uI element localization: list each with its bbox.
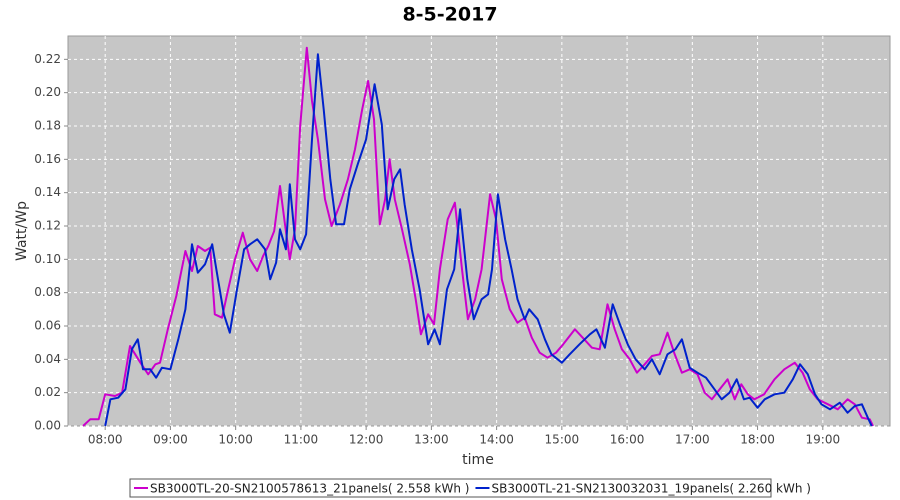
x-tick-label: 08:00: [88, 433, 123, 447]
series-line: [104, 53, 873, 427]
y-tick-label: 0.22: [34, 52, 61, 66]
y-tick-label: 0.14: [34, 185, 61, 199]
y-tick-label: 0.08: [34, 285, 61, 299]
x-tick-label: 18:00: [740, 433, 775, 447]
y-tick-label: 0.12: [34, 219, 61, 233]
x-tick-label: 17:00: [675, 433, 710, 447]
legend: [129, 478, 772, 498]
y-tick-label: 0.18: [34, 119, 61, 133]
plot-area: [67, 35, 891, 427]
legend-label: SB3000TL-21-SN2130032031_19panels( 2.260…: [491, 482, 810, 496]
y-tick-label: 0.04: [34, 352, 61, 366]
x-tick-label: 09:00: [153, 433, 188, 447]
chart-title: 8-5-2017: [402, 4, 497, 26]
x-tick-label: 10:00: [218, 433, 253, 447]
x-axis-label: time: [462, 452, 494, 468]
x-tick-label: 19:00: [806, 433, 841, 447]
y-tick-label: 0.06: [34, 319, 61, 333]
legend-label: SB3000TL-20-SN2100578613_21panels( 2.558…: [150, 482, 469, 496]
y-tick-label: 0.00: [34, 419, 61, 433]
y-tick-label: 0.10: [34, 252, 61, 266]
y-tick-label: 0.16: [34, 152, 61, 166]
x-tick-label: 14:00: [479, 433, 514, 447]
y-tick-label: 0.20: [34, 85, 61, 99]
x-tick-label: 15:00: [545, 433, 580, 447]
y-tick-label: 0.02: [34, 385, 61, 399]
x-tick-label: 11:00: [284, 433, 319, 447]
x-tick-label: 13:00: [414, 433, 449, 447]
series-line: [82, 46, 874, 427]
x-tick-label: 12:00: [349, 433, 384, 447]
x-tick-label: 16:00: [610, 433, 645, 447]
y-axis-label: Watt/Wp: [14, 201, 30, 261]
